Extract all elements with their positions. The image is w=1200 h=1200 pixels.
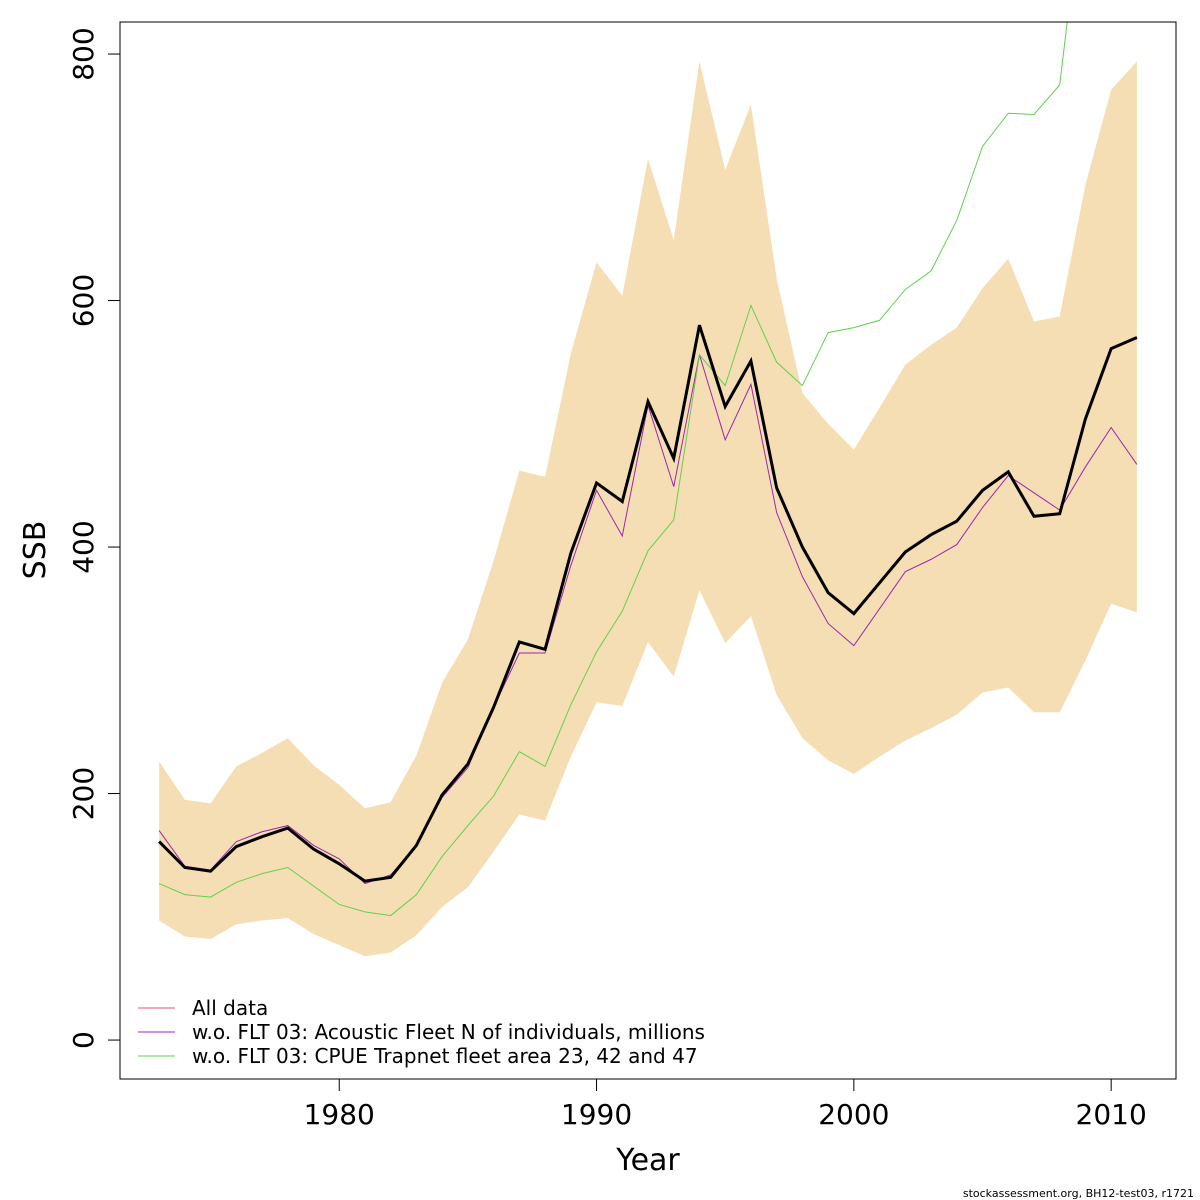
y-tick-label: 800 <box>67 27 100 80</box>
plot-box <box>119 21 1177 1080</box>
estimate-line <box>158 324 1138 883</box>
plot-area <box>158 22 1138 957</box>
x-tick-label: 2010 <box>1076 1098 1147 1131</box>
series-line <box>158 22 1068 917</box>
x-axis-title: Year <box>615 1143 680 1178</box>
footer: stockassessment.org, BH12-test03, r1721 <box>963 1187 1194 1200</box>
legend-label: All data <box>192 996 268 1020</box>
confidence-band <box>159 61 1137 957</box>
x-tick-label: 1980 <box>304 1098 375 1131</box>
legend-label: w.o. FLT 03: CPUE Trapnet fleet area 23,… <box>192 1044 698 1068</box>
y-axis-title: SSB <box>18 521 53 580</box>
y-tick-label: 600 <box>67 274 100 327</box>
x-tick-label: 2000 <box>818 1098 889 1131</box>
y-tick-label: 0 <box>67 1031 100 1049</box>
y-tick-label: 200 <box>67 767 100 820</box>
y-tick-label: 400 <box>67 520 100 573</box>
x-tick-label: 1990 <box>561 1098 632 1131</box>
legend-label: w.o. FLT 03: Acoustic Fleet N of individ… <box>192 1020 705 1044</box>
